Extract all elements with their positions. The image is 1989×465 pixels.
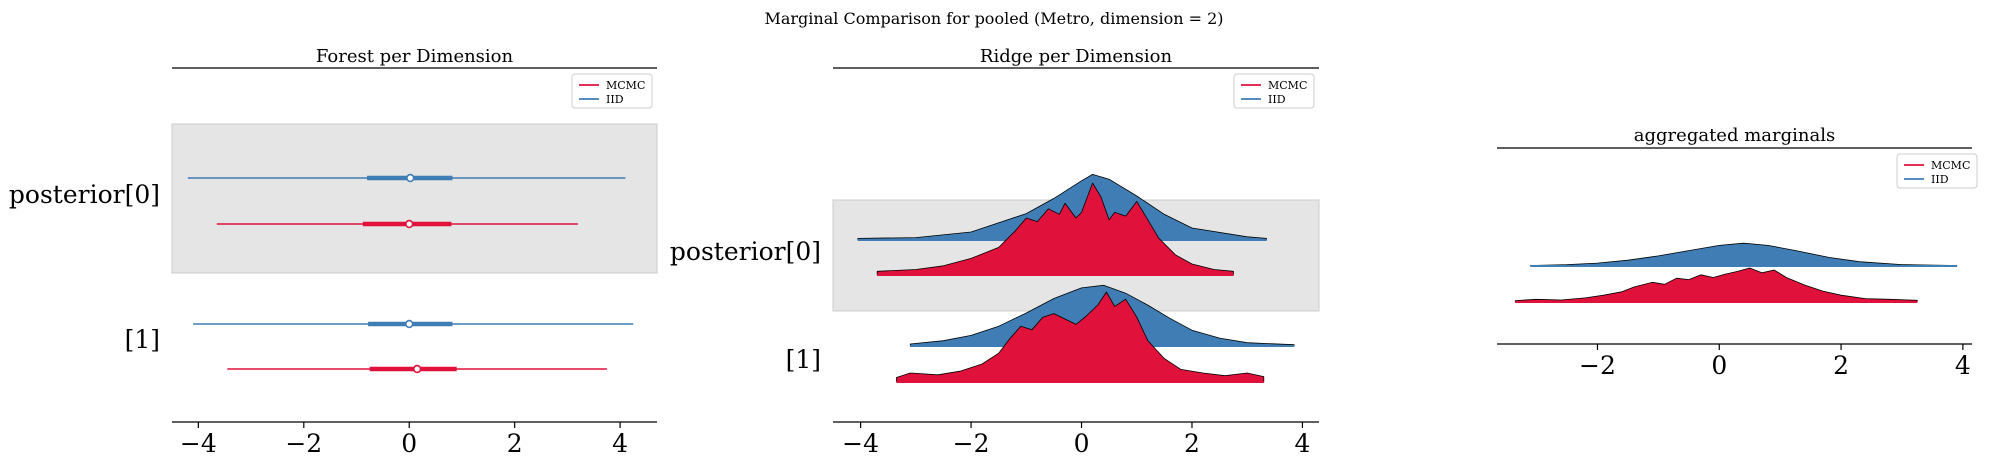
x-tick-label: 4 (612, 429, 628, 458)
median-point (406, 173, 415, 183)
density-iid (1530, 242, 1958, 267)
figure-suptitle: Marginal Comparison for pooled (Metro, d… (764, 9, 1223, 28)
x-tick-label: −2 (1579, 351, 1616, 380)
x-tick-label: 0 (1074, 429, 1090, 458)
median-point (412, 364, 422, 374)
ridge-panel: Ridge per Dimension −4 −2 0 2 4 posterior[0] [1… (670, 46, 1320, 458)
x-tick-label: −2 (953, 429, 990, 458)
panel-title: Ridge per Dimension (980, 46, 1173, 67)
median-point (405, 319, 414, 329)
x-tick-label: 4 (1955, 351, 1971, 380)
forest-series-iid (193, 319, 634, 329)
highlight-band (171, 123, 658, 274)
y-tick-label: [1] (125, 325, 160, 354)
x-tick-label: −4 (180, 429, 217, 458)
forest-series-mcmc (216, 219, 578, 229)
x-tick-label: −4 (842, 429, 879, 458)
legend-label-mcmc: MCMC (1268, 79, 1307, 92)
panel-title: aggregated marginals (1634, 125, 1835, 146)
x-tick-label: −2 (285, 429, 322, 458)
forest-series-mcmc (227, 364, 607, 374)
legend-label-iid: IID (606, 93, 624, 106)
legend-label-iid: IID (1931, 173, 1949, 186)
x-tick-label: 4 (1294, 429, 1310, 458)
x-tick-label: 2 (1833, 351, 1849, 380)
x-tick-label: 2 (1184, 429, 1200, 458)
legend-label-mcmc: MCMC (1931, 159, 1970, 172)
density-iid (857, 174, 1267, 241)
x-tick-label: 0 (401, 429, 417, 458)
forest-series-iid (187, 173, 626, 183)
legend-label-iid: IID (1268, 93, 1286, 106)
y-tick-label: posterior[0] (9, 180, 160, 209)
y-tick-label: [1] (786, 345, 821, 374)
density-mcmc (896, 291, 1265, 383)
panel-title: Forest per Dimension (316, 46, 514, 67)
median-point (405, 219, 414, 229)
y-tick-label: posterior[0] (670, 237, 821, 266)
x-tick-label: 0 (1711, 351, 1727, 380)
legend-label-mcmc: MCMC (606, 79, 645, 92)
density-mcmc (1514, 267, 1918, 303)
x-tick-label: 2 (507, 429, 523, 458)
forest-panel: Forest per Dimension −4 −2 0 2 4 posterior[0] [… (9, 46, 658, 458)
density-mcmc (876, 182, 1234, 276)
